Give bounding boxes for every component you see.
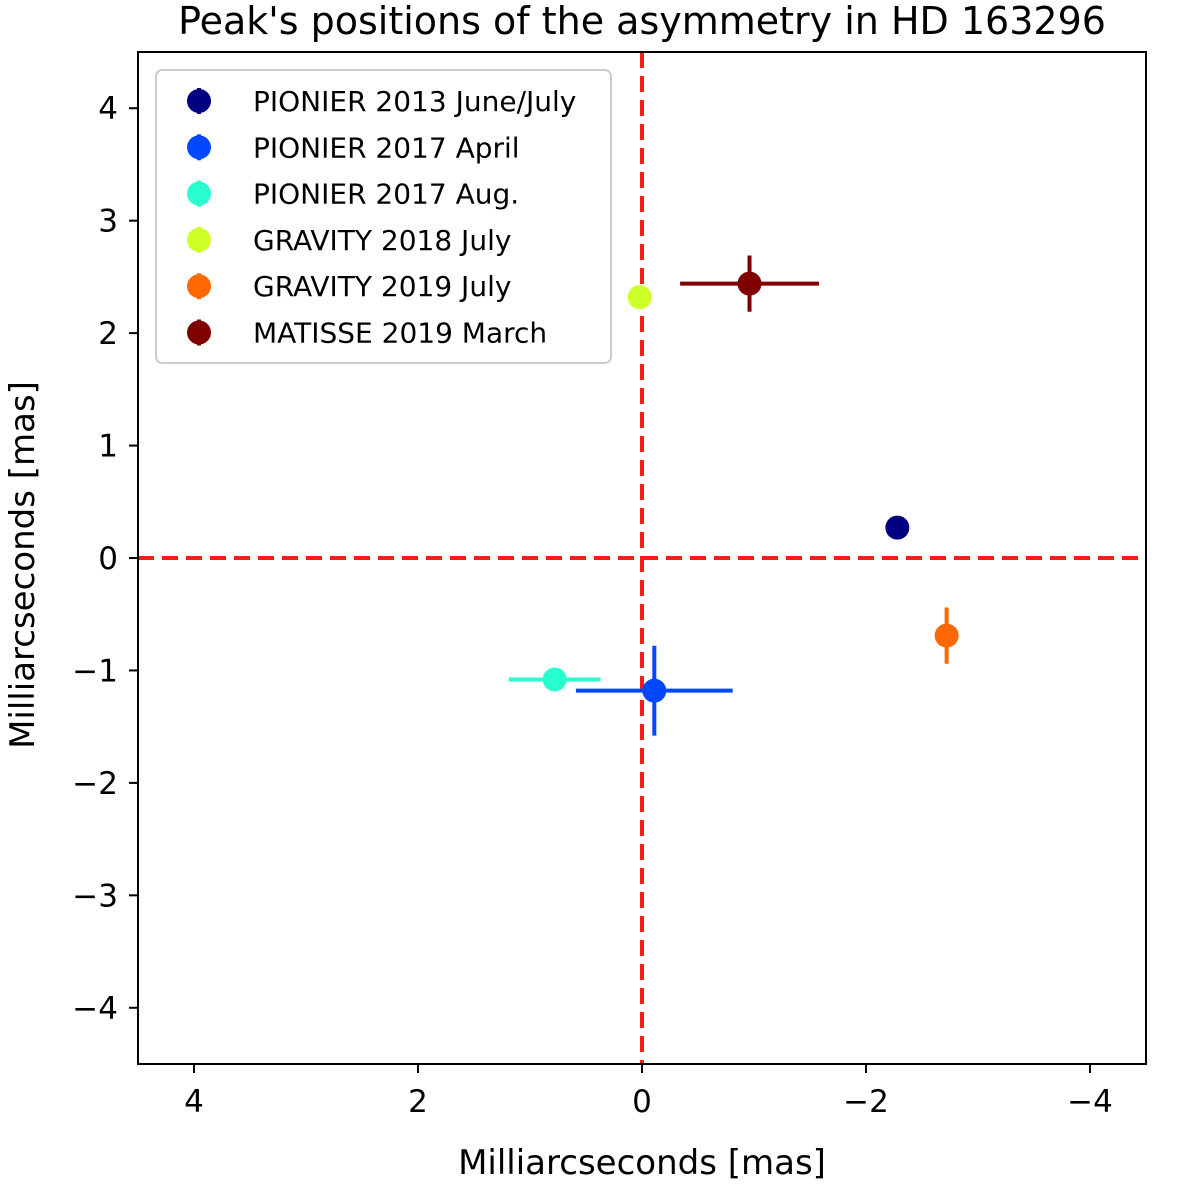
legend-label: MATISSE 2019 March [253,317,547,350]
y-tick-label: 3 [98,204,118,240]
series-point [627,285,652,310]
legend-entry: GRAVITY 2019 July [187,270,511,303]
y-tick-label: 0 [98,541,118,577]
legend-entry: MATISSE 2019 March [187,317,547,350]
legend-marker [187,274,211,299]
data-marker [642,678,667,703]
data-marker [627,285,652,310]
y-axis-label: Milliarcseconds [mas] [3,381,43,749]
legend-entry: PIONIER 2013 June/July [187,85,576,118]
x-tick-label: −4 [1067,1084,1113,1120]
legend-label: GRAVITY 2018 July [253,224,511,257]
x-tick-label: 0 [632,1084,652,1120]
x-tick-label: −2 [843,1084,889,1120]
series-point [575,645,733,736]
x-axis-label: Milliarcseconds [mas] [458,1143,826,1183]
legend-marker [187,227,211,252]
series-point [885,515,910,540]
legend-marker [187,181,211,206]
data-marker [737,271,762,296]
legend-entry: PIONIER 2017 April [187,131,520,164]
legend-box [155,69,612,364]
y-tick-label: 4 [98,91,118,127]
legend-marker [187,135,211,160]
legend: PIONIER 2013 June/July PIONIER 2017 April… [155,69,612,364]
y-tick-label: −1 [72,653,118,689]
axis-ticks: 4 2 0 −2 −4 4 3 2 1 0 −1 −2 −3 −4 [72,91,1113,1120]
data-marker [934,623,959,648]
legend-label: PIONIER 2017 April [253,131,520,164]
y-tick-label: −4 [72,991,118,1027]
y-tick-label: −3 [72,878,118,914]
legend-marker [187,320,211,345]
legend-entry: PIONIER 2017 Aug. [187,178,519,211]
data-marker [542,667,567,692]
y-tick-label: 1 [98,429,118,465]
legend-marker [187,89,211,113]
legend-label: PIONIER 2013 June/July [253,85,576,118]
x-tick-label: 4 [184,1084,204,1120]
y-tick-label: −2 [72,766,118,802]
series-point [934,607,959,664]
y-tick-label: 2 [98,316,118,352]
legend-entry: GRAVITY 2018 July [187,224,511,257]
series-point [508,667,601,692]
chart-title: Peak's positions of the asymmetry in HD … [178,0,1106,43]
legend-label: PIONIER 2017 Aug. [253,178,519,211]
series-point [680,255,819,312]
x-tick-label: 2 [408,1084,428,1120]
data-marker [885,515,910,540]
legend-label: GRAVITY 2019 July [253,270,511,303]
